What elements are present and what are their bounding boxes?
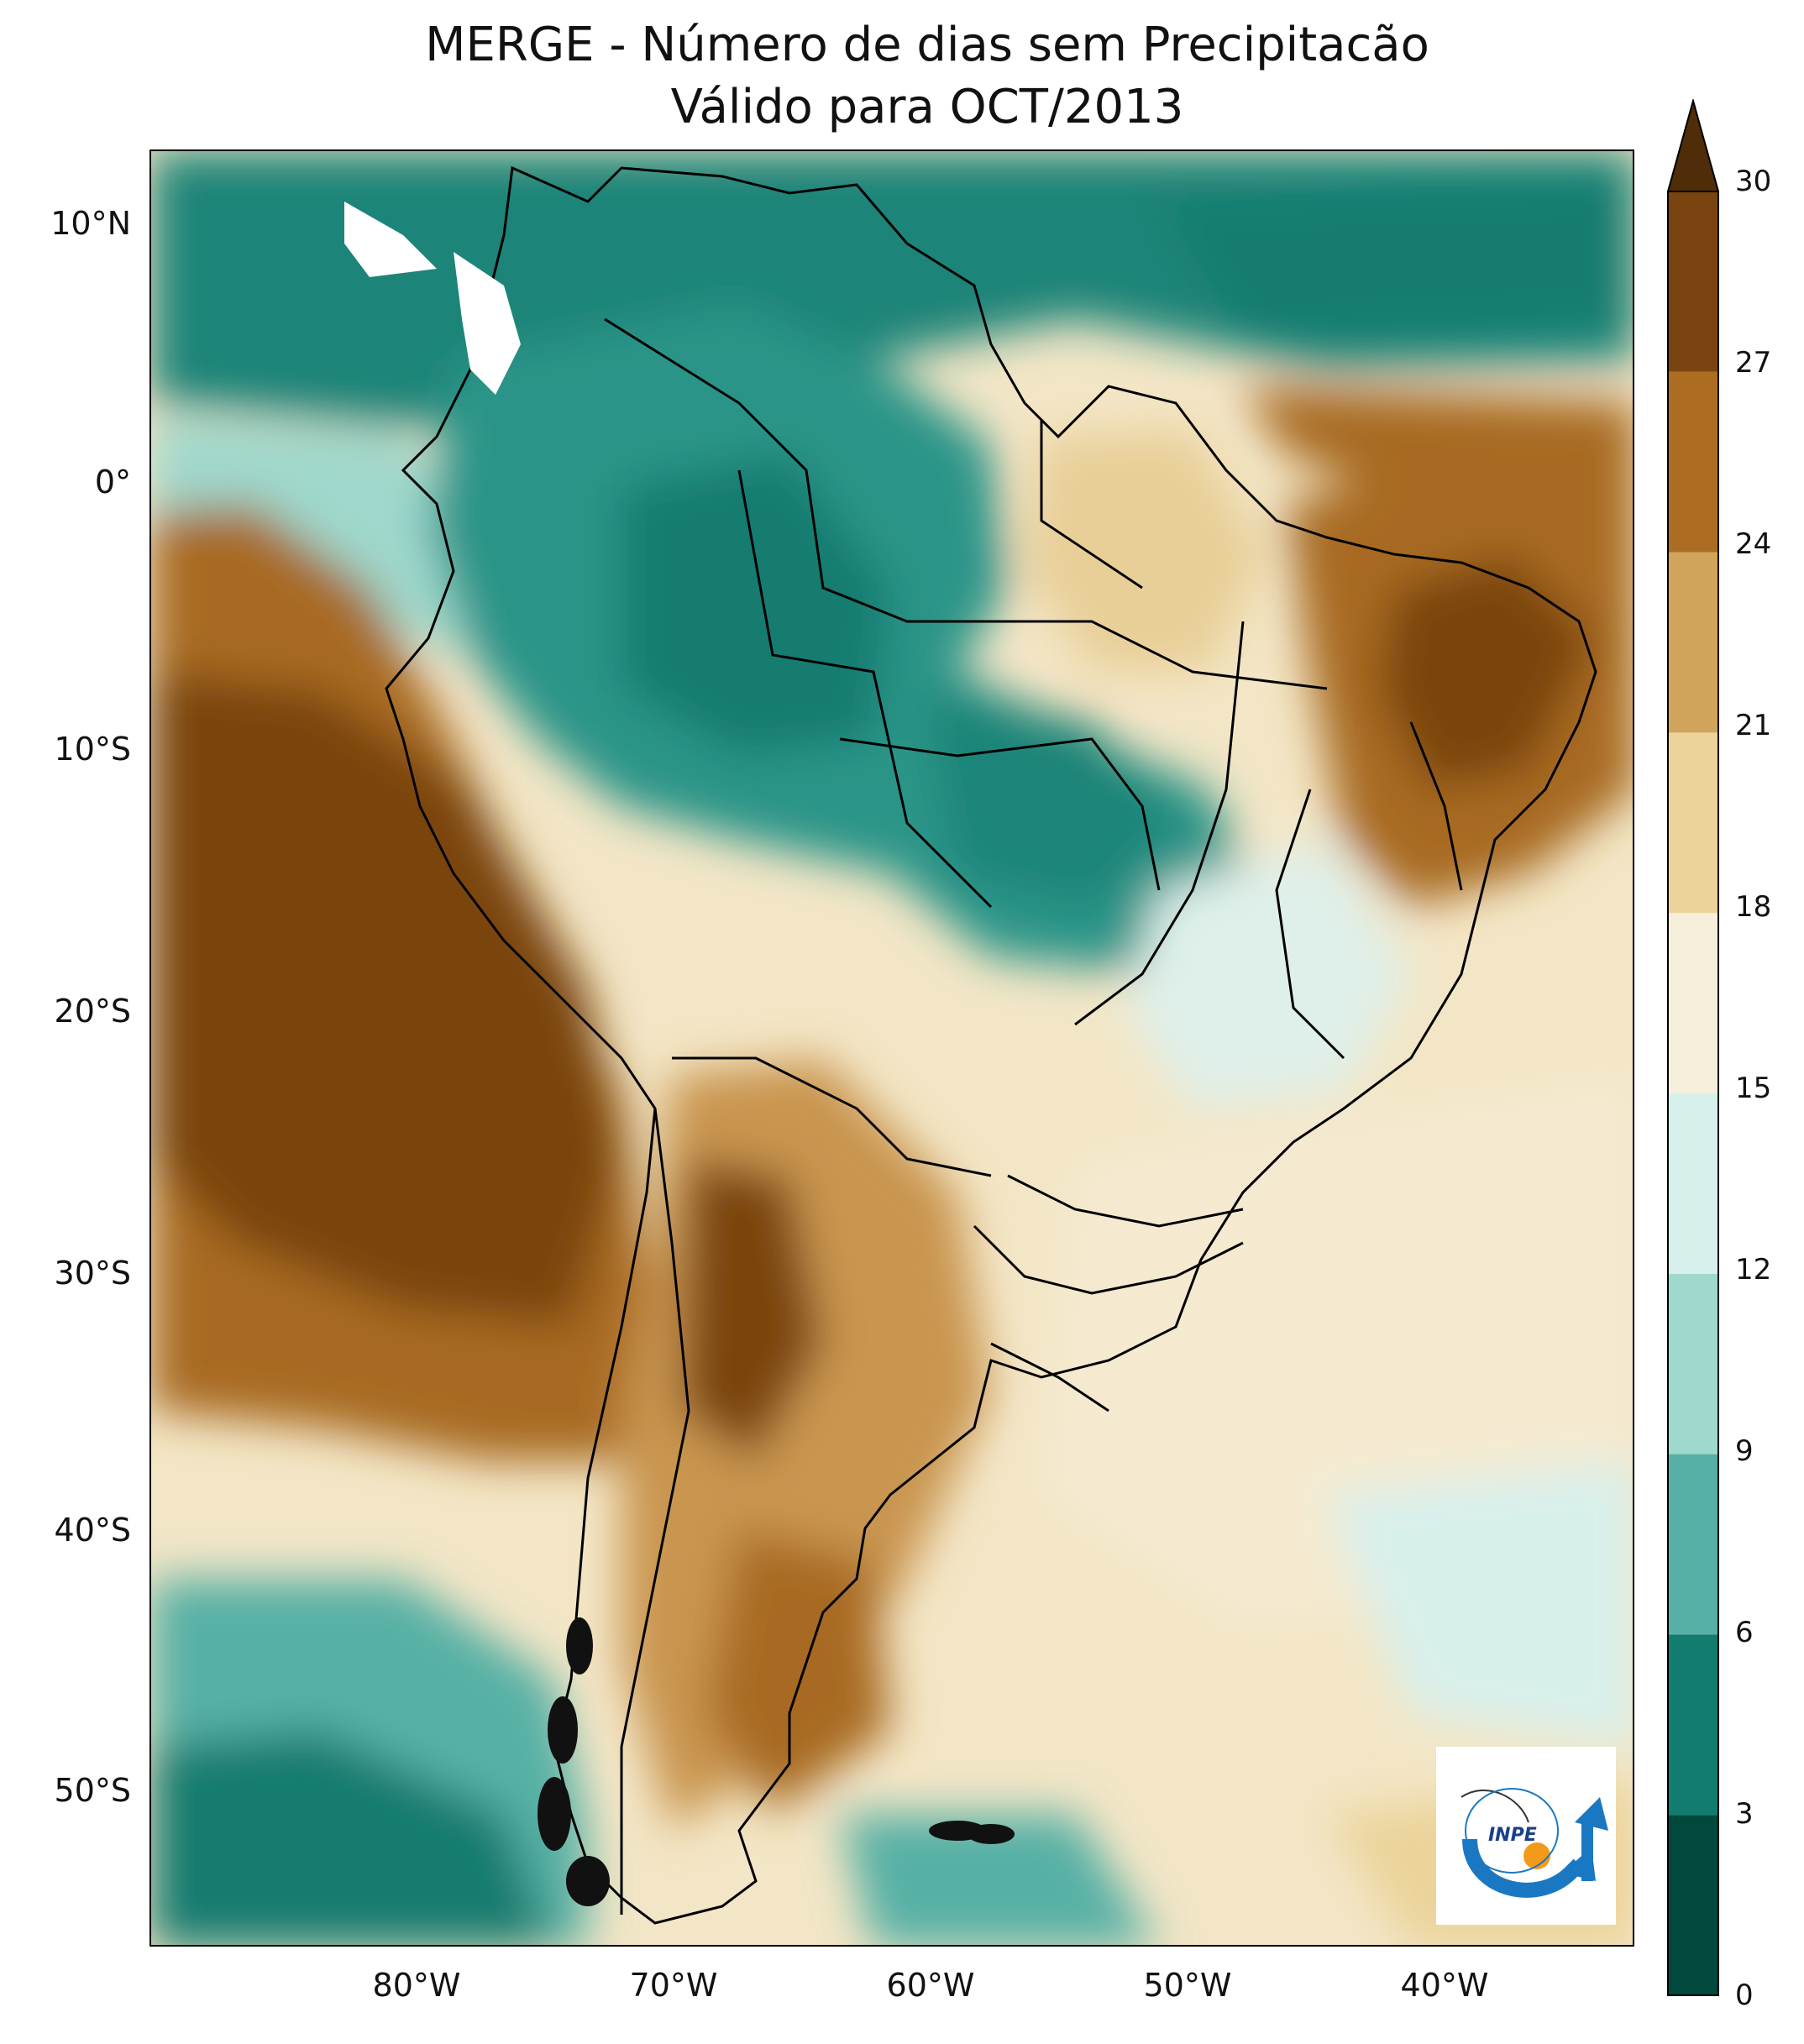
colorbar-tick-18: 18 <box>1735 890 1772 924</box>
colorbar-frame <box>1667 191 1719 1996</box>
map-subtitle: Válido para OCT/2013 <box>670 80 1184 134</box>
colorbar-tick-21: 21 <box>1735 709 1772 742</box>
colorbar-segment-4 <box>1668 1093 1718 1274</box>
colorbar <box>1666 97 1720 1997</box>
map-svg <box>151 151 1633 1945</box>
lon-label-40w: 40°W <box>1400 1967 1489 2004</box>
colorbar-segment-5 <box>1668 913 1718 1093</box>
colorbar-tick-6: 6 <box>1735 1616 1754 1649</box>
lat-label-40s: 40°S <box>54 1512 131 1549</box>
colorbar-segment-1 <box>1668 1634 1718 1816</box>
chile-islands <box>538 1617 610 1906</box>
colorbar-tick-9: 9 <box>1735 1434 1754 1468</box>
no-data-patches <box>344 202 521 395</box>
colorbar-tick-30: 30 <box>1735 165 1772 198</box>
colorbar-segment-2 <box>1668 1454 1718 1635</box>
colorbar-svg <box>1666 97 1720 1996</box>
colorbar-tick-3: 3 <box>1735 1797 1754 1831</box>
lon-label-60w: 60°W <box>886 1967 975 2004</box>
lat-label-10s: 10°S <box>54 731 131 768</box>
lat-label-0: 0° <box>94 464 131 501</box>
logo-text: INPE <box>1488 1825 1537 1846</box>
precip-field <box>151 151 1633 1945</box>
colorbar-segment-3 <box>1668 1273 1718 1454</box>
inpe-logo-icon: INPE <box>1461 1788 1608 1898</box>
colorbar-segment-9 <box>1668 191 1718 372</box>
colorbar-extend-triangle <box>1666 97 1720 192</box>
colorbar-segment-0 <box>1668 1815 1718 1995</box>
colorbar-tick-15: 15 <box>1735 1072 1772 1105</box>
lon-label-70w: 70°W <box>629 1967 718 2004</box>
lat-label-30s: 30°S <box>54 1255 131 1292</box>
lat-label-50s: 50°S <box>54 1772 131 1809</box>
colorbar-tick-27: 27 <box>1735 346 1772 380</box>
precipitation-map <box>149 149 1634 1947</box>
lon-label-50w: 50°W <box>1143 1967 1232 2004</box>
lon-label-80w: 80°W <box>372 1967 461 2004</box>
colorbar-tick-24: 24 <box>1735 527 1772 561</box>
colorbar-segment-7 <box>1668 552 1718 733</box>
map-title: MERGE - Número de dias sem Precipitacão <box>425 18 1429 72</box>
colorbar-segment-8 <box>1668 371 1718 553</box>
coastlines <box>385 165 1597 1925</box>
lat-label-20s: 20°S <box>54 993 131 1030</box>
colorbar-segment-6 <box>1668 732 1718 914</box>
falkland-islands <box>929 1821 1015 1844</box>
colorbar-tick-0: 0 <box>1735 1978 1754 2012</box>
inpe-logo: INPE <box>1436 1747 1616 1925</box>
colorbar-tick-12: 12 <box>1735 1253 1772 1287</box>
lat-label-10n: 10°N <box>50 205 131 242</box>
